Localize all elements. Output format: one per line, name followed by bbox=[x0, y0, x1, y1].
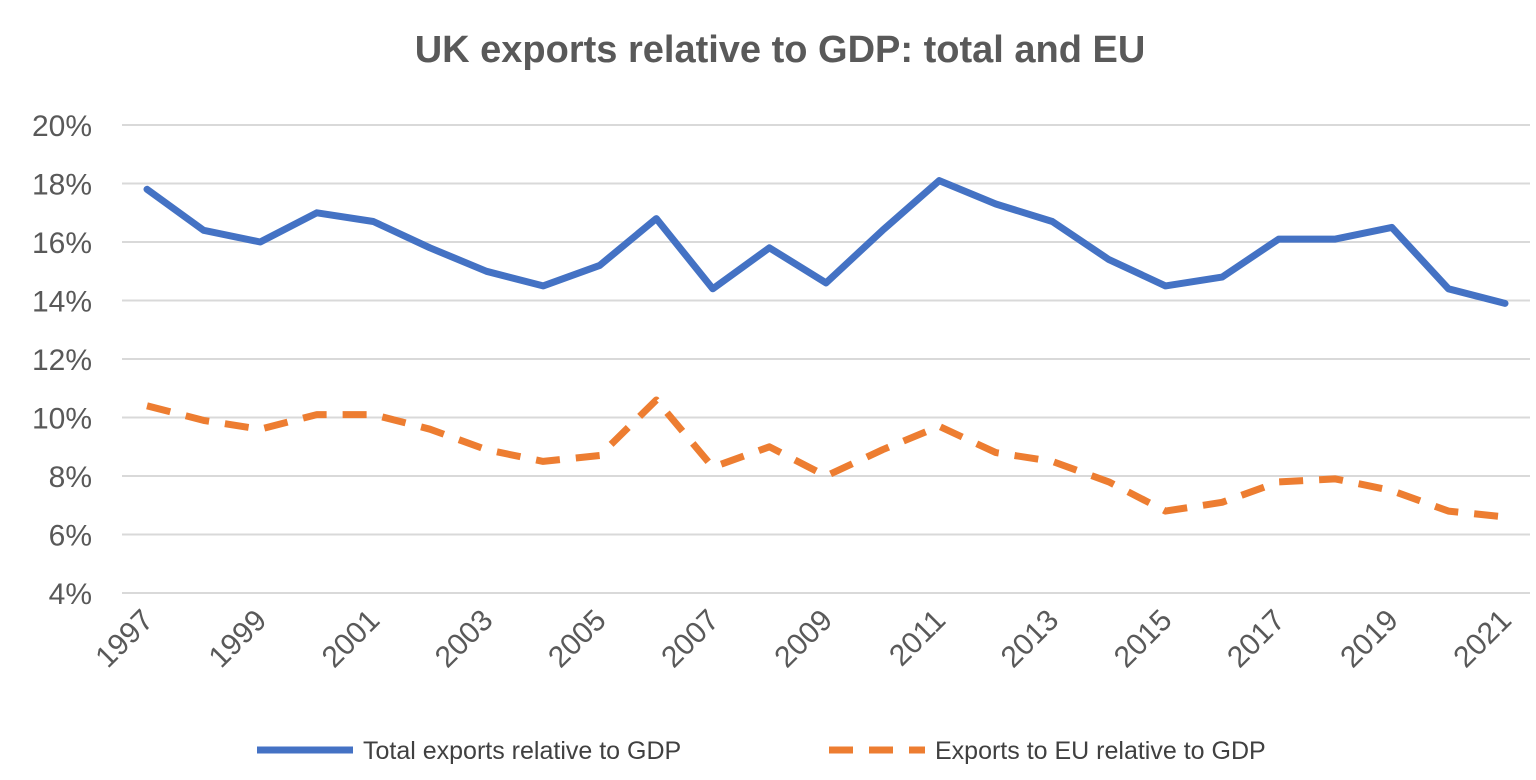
y-axis-ticks: 4% 6% 8% 10% 12% 14% 16% 18% 20% bbox=[32, 110, 92, 611]
x-tick-label: 2021 bbox=[1447, 604, 1518, 675]
x-tick-label: 2015 bbox=[1108, 604, 1179, 675]
x-tick-label: 1997 bbox=[89, 604, 160, 675]
x-tick-label: 2005 bbox=[542, 604, 613, 675]
legend-item-total: Total exports relative to GDP bbox=[257, 737, 681, 765]
x-tick-label: 2003 bbox=[429, 604, 500, 675]
series-line-total-exports-relative-to-gdp bbox=[143, 177, 1509, 307]
series-lines bbox=[143, 177, 1509, 521]
y-tick-label: 14% bbox=[32, 286, 92, 319]
legend-item-eu: Exports to EU relative to GDP bbox=[829, 737, 1266, 765]
x-tick-label: 2013 bbox=[995, 604, 1066, 675]
legend: Total exports relative to GDP Exports to… bbox=[257, 737, 1266, 765]
x-tick-label: 2017 bbox=[1221, 604, 1292, 675]
y-tick-label: 16% bbox=[32, 227, 92, 260]
y-tick-label: 10% bbox=[32, 403, 92, 436]
x-tick-label: 2009 bbox=[768, 604, 839, 675]
y-tick-label: 12% bbox=[32, 344, 92, 377]
y-tick-label: 4% bbox=[49, 578, 92, 611]
x-tick-label: 2001 bbox=[316, 604, 387, 675]
x-tick-label: 1999 bbox=[203, 604, 274, 675]
x-tick-label: 2019 bbox=[1334, 604, 1405, 675]
y-tick-label: 18% bbox=[32, 169, 92, 202]
x-tick-label: 2007 bbox=[655, 604, 726, 675]
series-total-exports-relative-to-gdp bbox=[143, 177, 1509, 307]
chart-title: UK exports relative to GDP: total and EU bbox=[415, 29, 1146, 71]
y-tick-label: 20% bbox=[32, 110, 92, 143]
x-axis-ticks: 1997 1999 2001 2003 2005 2007 2009 2011 2013 2015… bbox=[89, 604, 1518, 675]
legend-label-eu: Exports to EU relative to GDP bbox=[935, 737, 1266, 765]
x-tick-label: 2011 bbox=[883, 604, 952, 673]
legend-label-total: Total exports relative to GDP bbox=[363, 737, 681, 765]
y-tick-label: 8% bbox=[49, 461, 92, 494]
gridlines bbox=[122, 124, 1530, 594]
y-tick-label: 6% bbox=[49, 520, 92, 553]
